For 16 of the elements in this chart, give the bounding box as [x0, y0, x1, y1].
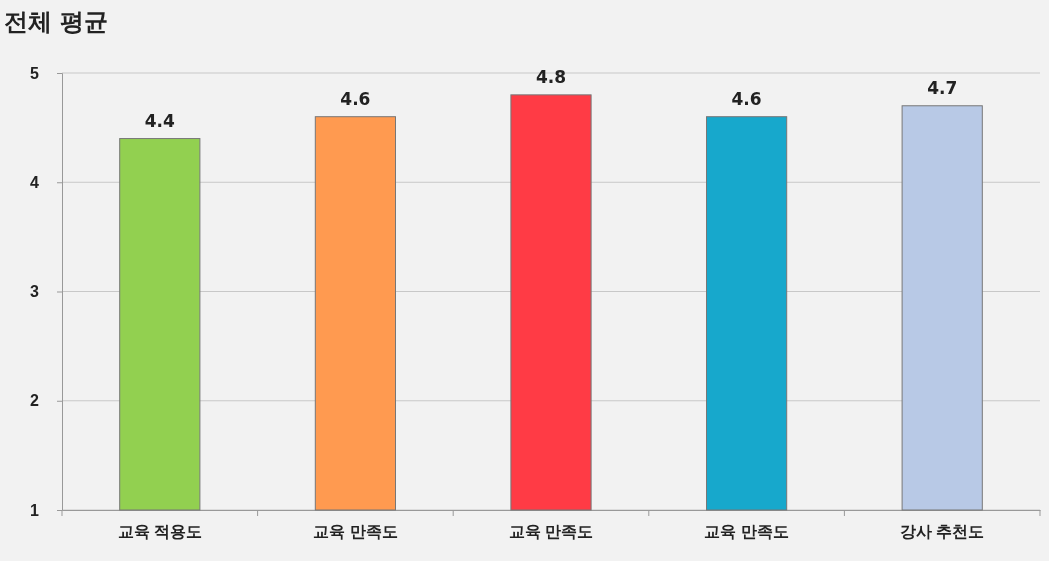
x-tick-label: 교육 만족도 [508, 523, 594, 541]
data-label: 4.6 [731, 88, 762, 109]
data-label: 4.4 [144, 110, 176, 131]
chart-title: 전체 평균 [4, 8, 109, 36]
data-label: 4.6 [340, 88, 371, 109]
data-label: 4.8 [535, 66, 567, 87]
x-tick-label: 교육 적용도 [117, 523, 203, 541]
y-tick-label: 2 [30, 392, 40, 410]
x-tick-label: 강사 추천도 [899, 523, 985, 541]
y-tick-label: 4 [30, 173, 40, 191]
x-tick-label: 교육 만족도 [704, 523, 789, 541]
y-tick-label: 1 [30, 501, 40, 519]
y-tick-label: 3 [30, 283, 40, 301]
x-tick-label: 교육 만족도 [313, 523, 398, 541]
y-tick-label: 5 [30, 64, 40, 82]
data-label: 4.7 [927, 77, 958, 98]
